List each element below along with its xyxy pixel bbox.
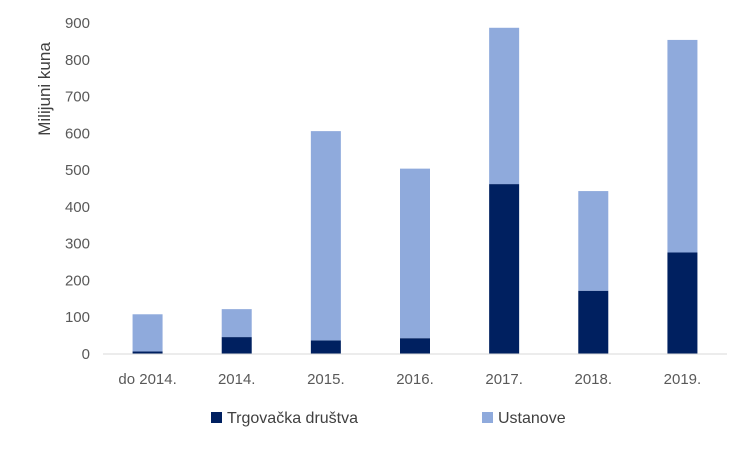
bar-ustanove — [578, 191, 609, 291]
legend-swatch — [211, 412, 222, 423]
y-axis: 0 100 200 300 400 500 600 700 800 900 — [65, 15, 90, 363]
bar-trgovacka-drustva — [310, 340, 341, 354]
legend-label: Trgovačka društva — [227, 410, 358, 427]
y-tick-label: 900 — [65, 15, 90, 32]
x-tick-label: 2015. — [307, 371, 345, 388]
y-tick-label: 300 — [65, 236, 90, 253]
bar-trgovacka-drustva — [132, 351, 163, 354]
bar-ustanove — [400, 168, 430, 339]
x-tick-label: do 2014. — [118, 371, 176, 388]
x-tick-label: 2018. — [575, 371, 613, 388]
bar-trgovacka-drustva — [667, 252, 698, 354]
bar-trgovacka-drustva — [489, 184, 520, 354]
y-tick-label: 0 — [82, 346, 90, 363]
legend-swatch — [482, 412, 493, 423]
y-tick-label: 100 — [65, 309, 90, 326]
x-axis: do 2014. 2014. 2015. 2016. 2017. 2018. 2019. — [118, 371, 701, 388]
legend-label: Ustanove — [498, 410, 566, 427]
x-tick-label: 2016. — [396, 371, 434, 388]
x-tick-label: 2014. — [218, 371, 256, 388]
x-tick-label: 2019. — [664, 371, 702, 388]
y-tick-label: 800 — [65, 52, 90, 69]
bar-ustanove — [132, 314, 163, 352]
y-axis-title: Milijuni kuna — [35, 42, 54, 136]
bar-ustanove — [489, 27, 520, 185]
y-tick-label: 700 — [65, 89, 90, 106]
bar-ustanove — [667, 39, 698, 253]
x-tick-label: 2017. — [485, 371, 523, 388]
bars — [132, 27, 698, 354]
bar-ustanove — [310, 131, 341, 341]
bar-trgovacka-drustva — [221, 337, 252, 354]
bar-ustanove — [221, 309, 252, 338]
y-tick-label: 500 — [65, 162, 90, 179]
y-tick-label: 200 — [65, 272, 90, 289]
bar-trgovacka-drustva — [578, 290, 609, 354]
y-tick-label: 600 — [65, 125, 90, 142]
y-tick-label: 400 — [65, 199, 90, 216]
legend: Trgovačka društva Ustanove — [211, 410, 566, 427]
bar-trgovacka-drustva — [400, 338, 430, 354]
